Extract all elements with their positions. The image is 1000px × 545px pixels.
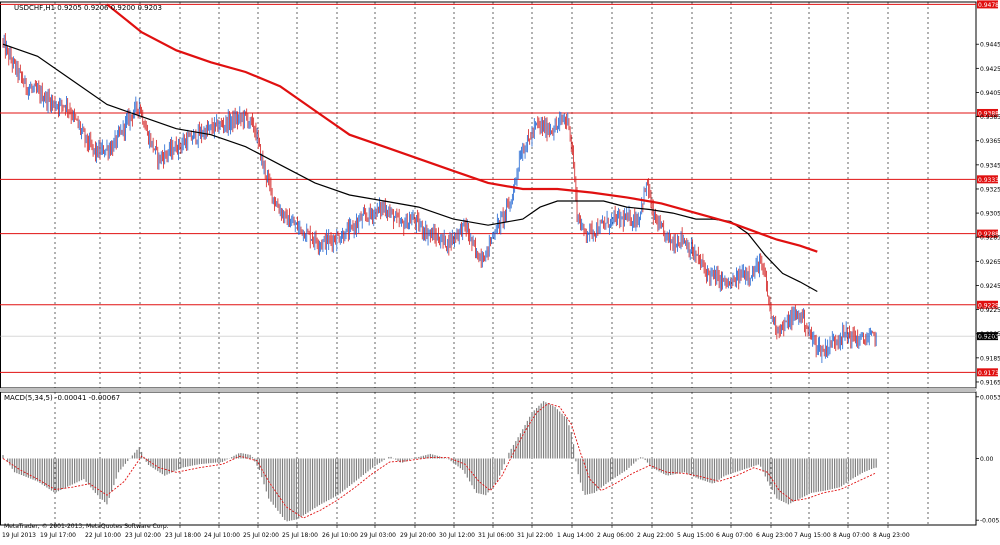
- price-tick-label: 0.9165: [980, 379, 1000, 386]
- current-price-tag: 0.9203: [977, 332, 999, 341]
- macd-tick-label: 0.00538: [980, 394, 1000, 401]
- macd-tick-label: -0.00538: [980, 518, 1000, 525]
- price-axis: 0.9478 0.9388 0.9333 0.9288 0.9229 0.9173 0.92…: [976, 0, 1000, 525]
- price-tick-label: 0.9205: [980, 331, 1000, 338]
- moving-average-fast-line: [2, 43, 818, 293]
- time-tick-label: 29 Jul 03:00: [360, 532, 396, 539]
- time-tick-label: 31 Jul 22:00: [517, 532, 553, 539]
- time-tick-label: 22 Jul 10:00: [85, 532, 121, 539]
- time-tick-label: 6 Aug 23:00: [756, 532, 793, 539]
- time-tick-label: 7 Aug 15:00: [794, 532, 831, 539]
- current-price-label: 0.9203: [978, 334, 999, 341]
- level-price-tag: 0.9288: [977, 229, 999, 238]
- level-tag-label: 0.9288: [978, 231, 999, 238]
- time-tick-label: 24 Jul 10:00: [204, 532, 240, 539]
- time-tick-label: 25 Jul 18:00: [282, 532, 318, 539]
- level-tag-bg: [977, 368, 998, 377]
- time-tick-label: 23 Jul 18:00: [165, 532, 201, 539]
- grid: [0, 1, 977, 526]
- level-tag-label: 0.9333: [978, 177, 999, 184]
- time-tick-label: 26 Jul 10:00: [322, 532, 358, 539]
- moving-average-slow-line: [106, 3, 818, 253]
- macd-signal-line: [2, 403, 876, 519]
- level-price-tag: 0.9229: [977, 300, 999, 309]
- price-tick-label: 0.9405: [980, 90, 1000, 97]
- time-tick-label: 30 Jul 12:00: [439, 532, 475, 539]
- time-tick-label: 2 Aug 06:00: [597, 532, 634, 539]
- time-tick-label: 19 Jul 17:00: [40, 532, 76, 539]
- price-tick-label: 0.9225: [980, 307, 1000, 314]
- horizontal-levels[interactable]: [0, 3, 976, 373]
- time-tick-label: 5 Aug 15:00: [677, 532, 714, 539]
- price-tick-label: 0.9365: [980, 138, 1000, 145]
- price-tick-label: 0.9345: [980, 162, 1000, 169]
- current-price-bg: [977, 332, 998, 341]
- level-tag-bg: [977, 300, 998, 309]
- price-tick-label: 0.9185: [980, 355, 1000, 362]
- level-price-tag: 0.9333: [977, 175, 999, 184]
- time-tick-label: 6 Aug 07:00: [716, 532, 753, 539]
- time-tick-label: 2 Aug 22:00: [637, 532, 674, 539]
- time-tick-label: 19 Jul 2013: [2, 532, 36, 539]
- time-tick-label: 25 Jul 02:00: [243, 532, 279, 539]
- price-tick-label: 0.9245: [980, 283, 1000, 290]
- time-tick-label: 1 Aug 14:00: [557, 532, 594, 539]
- candlesticks: [2, 33, 877, 363]
- price-tick-label: 0.9325: [980, 186, 1000, 193]
- macd-header: MACD(5,34,5) -0.00041 -0.00067: [4, 394, 120, 402]
- level-tag-bg: [977, 108, 998, 117]
- level-tag-bg: [977, 175, 998, 184]
- level-tag-bg: [977, 229, 998, 238]
- pane-separator: [0, 388, 976, 392]
- level-tag-label: 0.9173: [978, 370, 999, 377]
- time-tick-label: 29 Jul 20:00: [400, 532, 436, 539]
- price-tick-label: 0.9445: [980, 42, 1000, 49]
- time-tick-label: 23 Jul 02:00: [125, 532, 161, 539]
- macd-indicator: [2, 401, 877, 522]
- symbol-header: USDCHF,H1 0.9205 0.9206 0.9200 0.9203: [14, 4, 162, 12]
- main-pane-frame: [0, 1, 977, 389]
- time-tick-label: 31 Jul 06:00: [478, 532, 514, 539]
- time-tick-label: 8 Aug 23:00: [873, 532, 910, 539]
- time-axis: 19 Jul 2013 19 Jul 17:00 22 Jul 10:00 23 Ju…: [2, 525, 910, 539]
- price-tick-label: 0.9265: [980, 259, 1000, 266]
- level-tag-bg: [977, 0, 998, 9]
- price-tick-label: 0.9305: [980, 211, 1000, 218]
- macd-tick-label: 0.00: [980, 456, 994, 463]
- price-tick-label: 0.9285: [980, 235, 1000, 242]
- level-price-tag: 0.9388: [977, 108, 999, 117]
- moving-averages: [2, 3, 818, 293]
- level-tag-label: 0.9388: [978, 110, 999, 117]
- level-price-tag: 0.9478: [977, 0, 999, 9]
- level-tag-label: 0.9229: [978, 302, 999, 309]
- copyright-text: MetaTrader, © 2001-2013, MetaQuotes Soft…: [4, 523, 169, 530]
- level-price-tag: 0.9173: [977, 368, 999, 377]
- level-tag-label: 0.9478: [978, 2, 999, 9]
- price-tick-label: 0.9425: [980, 66, 1000, 73]
- time-tick-label: 8 Aug 07:00: [833, 532, 870, 539]
- price-tick-label: 0.9385: [980, 114, 1000, 121]
